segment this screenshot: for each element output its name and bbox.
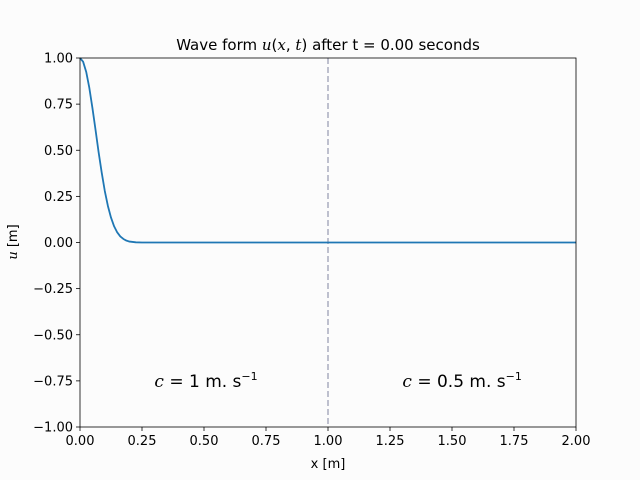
annotation-superscript: −1: [506, 370, 522, 383]
chart-title: Wave form u(x, t) after t = 0.00 seconds: [176, 36, 480, 54]
y-tick-label: 1.00: [44, 52, 73, 67]
x-tick-label: 1.50: [438, 434, 467, 449]
annotation-superscript: −1: [241, 370, 257, 383]
x-tick-label: 0.50: [190, 434, 219, 449]
annotation-text: = 0.5 m. s: [412, 372, 506, 392]
x-tick-label: 0.75: [252, 434, 281, 449]
y-tick-label: −0.50: [33, 328, 73, 343]
x-tick-label: 2.00: [562, 434, 591, 449]
annotation-1: c = 0.5 m. s−1: [402, 370, 521, 392]
x-tick-label: 0.00: [66, 434, 95, 449]
annotation-symbol: c: [402, 372, 412, 392]
y-tick-label: 0.00: [44, 236, 73, 251]
y-tick-label: 0.50: [44, 144, 73, 159]
y-axis-label: u [m]: [6, 224, 21, 259]
x-tick-label: 1.75: [500, 434, 529, 449]
x-tick-label: 0.25: [128, 434, 157, 449]
axis-ticks: 0.00 0.25 0.50 0.75 1.00 1.25 1.50 1.75 2.00 −1.0…: [33, 52, 590, 450]
y-tick-label: 0.75: [44, 98, 73, 113]
annotation-symbol: c: [154, 372, 164, 392]
annotation-text: = 1 m. s: [164, 372, 242, 392]
y-tick-label: −1.00: [33, 421, 73, 436]
series-line-0: [79, 57, 576, 244]
x-axis-label: x [m]: [311, 457, 346, 472]
plot-area: c = 1 m. s−1 c = 0.5 m. s−1: [79, 57, 576, 427]
annotation-0: c = 1 m. s−1: [154, 370, 257, 392]
y-tick-label: −0.75: [33, 374, 73, 389]
y-tick-label: 0.25: [44, 190, 73, 205]
x-tick-label: 1.25: [376, 434, 405, 449]
x-tick-label: 1.00: [314, 434, 343, 449]
y-tick-label: −0.25: [33, 282, 73, 297]
